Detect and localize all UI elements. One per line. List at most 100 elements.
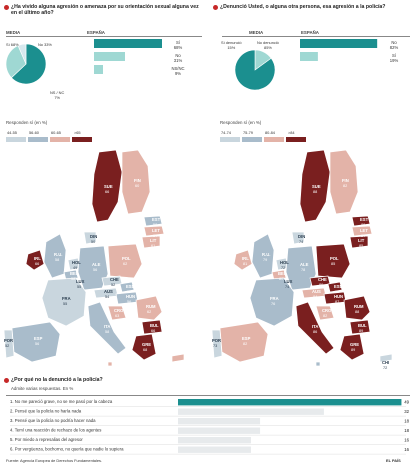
- map-region-ita: [295, 301, 335, 355]
- map-region-mal: [315, 361, 321, 367]
- pie-slice-1: [11, 43, 47, 85]
- map-region-por: [212, 329, 223, 359]
- map-region-value: 66: [35, 262, 39, 266]
- pie-slice-3: [17, 43, 27, 65]
- map-region-value: 73: [213, 344, 217, 348]
- reason-value: 18: [404, 419, 409, 424]
- map-region-label: HOL: [280, 260, 289, 265]
- map-region-din: [83, 231, 97, 245]
- pie-slice-2: [5, 45, 27, 79]
- map-region-pol: [107, 243, 143, 279]
- right-legend-label-3: 80-84: [265, 130, 275, 135]
- left-spain-label: ESPAÑA: [87, 30, 105, 35]
- map-region-value: 72: [383, 366, 387, 370]
- map-region-label: FIN: [134, 178, 141, 183]
- map-region-sue: [299, 149, 331, 223]
- map-region-fra: [41, 277, 87, 327]
- reason-bar-4: [178, 427, 261, 434]
- map-region-label: AUS: [312, 289, 321, 294]
- accent-dot-bottom: [4, 378, 9, 383]
- map-region-value: 81: [243, 262, 247, 266]
- map-region-value: 89: [359, 329, 363, 333]
- bar-value-label: 19%: [390, 58, 399, 63]
- map-region-value: 89: [335, 290, 339, 294]
- map-region-rum: [343, 295, 371, 321]
- reason-bar-1: [178, 399, 402, 406]
- map-region-gre: [131, 333, 157, 361]
- map-region-value: 60: [135, 184, 139, 188]
- map-region-label: FIN: [342, 178, 349, 183]
- bar-1: [94, 39, 162, 48]
- right-divider: [222, 36, 410, 37]
- map-region-label: RUM: [146, 304, 156, 309]
- map-region-let: [351, 225, 373, 237]
- right-media-pie: [234, 49, 276, 91]
- map-region-value: 56: [93, 268, 97, 272]
- map-region-bel: [271, 269, 287, 281]
- right-pie-label-no: No denunció 85%: [257, 40, 279, 50]
- map-region-fin: [329, 149, 359, 215]
- map-region-label: LET: [360, 228, 368, 233]
- map-region-value: 86: [313, 330, 317, 334]
- map-region-label: LET: [152, 228, 160, 233]
- map-region-label: MAL: [316, 366, 326, 371]
- map-region-label: LUX: [284, 279, 293, 284]
- bar-2: [94, 52, 125, 61]
- map-region-value: 64: [153, 234, 157, 238]
- bar-value-label: 82%: [390, 45, 399, 50]
- map-region-label: FRA: [270, 296, 279, 301]
- map-region-pol: [315, 243, 351, 279]
- map-region-label: IRL: [34, 256, 41, 261]
- map-region-value: 66: [151, 329, 155, 333]
- map-region-value: 62: [123, 262, 127, 266]
- left-europe-map: SUE66FIN60EST58LET64LIT61IRL66R.U.58DIN5…: [4, 149, 185, 371]
- map-region-label: ITA: [104, 324, 110, 329]
- map-region-ale: [77, 245, 109, 291]
- bar-value-label: 31%: [174, 58, 183, 63]
- map-region-bul: [349, 319, 371, 335]
- map-region-label: ITA: [312, 324, 318, 329]
- map-region-est: [351, 215, 371, 227]
- map-region-label: MAL: [108, 366, 118, 371]
- map-region-label: POR: [212, 338, 221, 343]
- map-region-label: EST: [360, 217, 369, 222]
- map-region-label: CHE: [110, 277, 119, 282]
- map-region-value: 61: [175, 366, 179, 370]
- left-legend-swatch-3: [50, 137, 70, 142]
- map-region-value: 82: [343, 184, 347, 188]
- map-region-value: 78: [301, 268, 305, 272]
- map-region-label: GRE: [142, 342, 151, 347]
- map-region-label: CHI: [174, 360, 181, 365]
- map-region-value: 54: [105, 295, 109, 299]
- map-region-value: 56: [127, 300, 131, 304]
- map-region-fin: [121, 149, 151, 215]
- bar-category-label: Sí: [176, 40, 181, 45]
- map-region-value: 76: [271, 302, 275, 306]
- bar-category-label: NS/NC: [171, 66, 184, 71]
- reason-bar-3: [178, 418, 261, 425]
- left-legend-swatch-2: [28, 137, 48, 142]
- map-region-let: [143, 225, 165, 237]
- map-region-value: 50: [91, 240, 95, 244]
- left-legend-title: Responden sí (en %): [6, 120, 48, 125]
- bottom-title: ¿Por qué no la denunció a la policía?: [11, 377, 103, 383]
- bottom-divider: [6, 395, 410, 396]
- map-region-chi: [379, 353, 393, 363]
- map-region-label: IRL: [242, 256, 249, 261]
- map-region-label: RUM: [354, 304, 364, 309]
- map-region-label: ESL: [126, 284, 135, 289]
- map-region-value: 82: [323, 314, 327, 318]
- map-region-label: ALE: [92, 262, 101, 267]
- reason-label: 2. Pensé que la policía no haría nada: [10, 409, 82, 414]
- pie-slice-2: [234, 49, 276, 91]
- right-legend-label-2: 75-79: [243, 130, 253, 135]
- reason-value: 18: [404, 428, 409, 433]
- map-region-value: 85: [331, 262, 335, 266]
- reason-label: 6. Por vergüenza, bochorno, no quería qu…: [10, 447, 124, 452]
- reason-bar-6: [178, 446, 251, 453]
- left-panel-title: ¿Ha vivido alguna agresión o amenaza por…: [11, 4, 199, 17]
- right-legend-swatch-3: [264, 137, 284, 142]
- map-region-label: POR: [4, 338, 13, 343]
- map-region-esl: [327, 281, 343, 293]
